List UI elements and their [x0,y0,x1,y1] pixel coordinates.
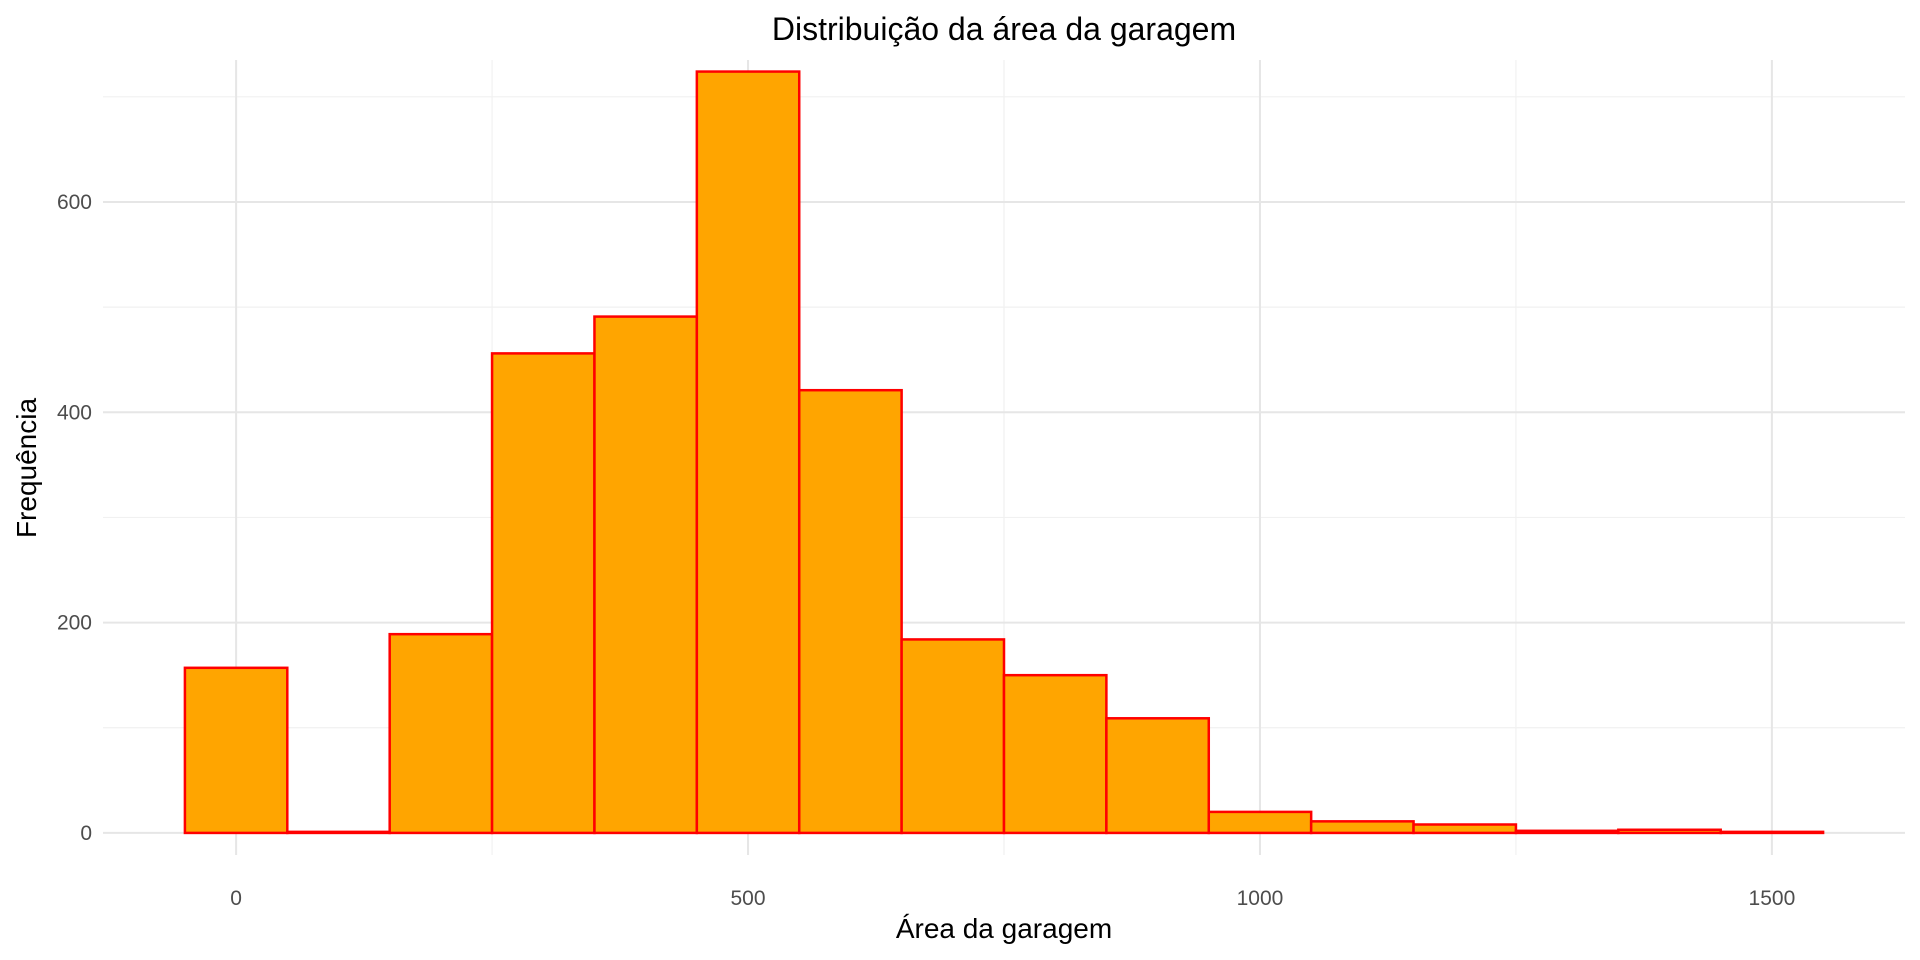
x-axis-title: Área da garagem [896,913,1112,944]
x-tick-label: 1000 [1237,887,1284,910]
x-tick-label: 500 [731,887,766,910]
histogram-bar [797,388,903,835]
histogram-bar [1617,828,1722,835]
y-tick-label: 600 [57,191,92,214]
histogram-bar [593,315,699,835]
histogram-bar [286,830,391,835]
y-axis-title: Frequência [11,398,42,539]
histogram-bar [1207,810,1313,835]
histogram-bar [1412,823,1518,835]
histogram-bar [1309,820,1415,835]
chart-title: Distribuição da área da garagem [772,11,1236,47]
y-axis-ticks: 0 200 400 600 [57,191,92,845]
histogram-bar [388,632,494,835]
y-tick-label: 400 [57,401,92,424]
histogram-bar [1514,829,1620,835]
histogram-bar [183,666,289,835]
histogram-bar [1002,673,1108,835]
y-tick-label: 200 [57,612,92,635]
y-tick-label: 0 [80,822,92,845]
histogram-bar [490,352,596,835]
x-axis-ticks: 0 500 1000 1500 [230,887,1795,910]
histogram-bars [183,70,1825,835]
histogram-bar [900,638,1006,835]
x-tick-label: 1500 [1749,887,1796,910]
x-tick-label: 0 [230,887,242,910]
histogram-bar [695,70,801,835]
histogram-bar [1719,830,1825,835]
histogram-bar [1105,717,1211,835]
